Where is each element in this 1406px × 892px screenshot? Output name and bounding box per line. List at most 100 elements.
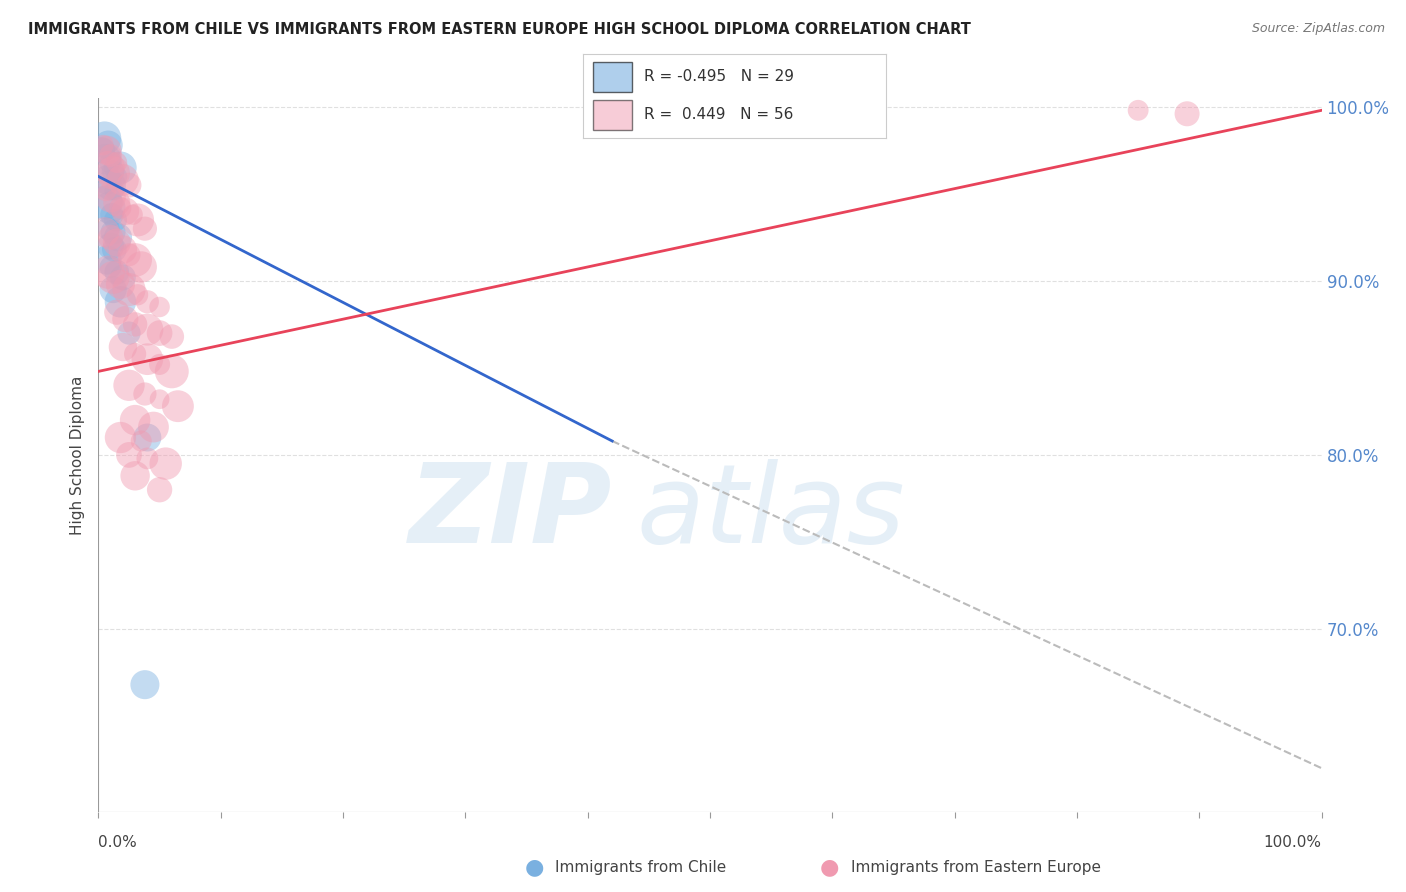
Point [134, 678, 156, 692]
Point [110, 161, 132, 175]
Point [149, 358, 172, 372]
FancyBboxPatch shape [592, 100, 631, 130]
Text: ZIP: ZIP [409, 458, 612, 566]
Text: 0.0%: 0.0% [98, 836, 138, 850]
Point [100, 239, 122, 253]
Point [124, 318, 146, 332]
Point [136, 352, 159, 367]
Point [160, 329, 183, 343]
Point [103, 243, 125, 257]
Point [94, 152, 117, 166]
Point [124, 413, 146, 427]
Point [136, 430, 159, 444]
Point [96, 173, 118, 187]
Point [149, 483, 172, 497]
Point [124, 468, 146, 483]
Point [124, 252, 146, 267]
Point [101, 166, 124, 180]
Point [149, 392, 172, 407]
Point [121, 208, 143, 222]
Point [136, 323, 159, 337]
Point [160, 364, 183, 378]
Point [118, 378, 141, 392]
Point [110, 201, 132, 215]
Point [93, 225, 115, 239]
Point [111, 270, 134, 285]
Point [110, 277, 132, 292]
Text: 100.0%: 100.0% [1264, 836, 1322, 850]
Point [100, 260, 122, 274]
Point [91, 144, 114, 158]
Point [94, 183, 117, 197]
Point [111, 243, 134, 257]
Point [103, 183, 125, 197]
Point [107, 230, 129, 244]
Point [129, 260, 152, 274]
Point [114, 312, 136, 326]
Point [101, 208, 124, 222]
Text: ●: ● [820, 857, 839, 877]
Text: Immigrants from Chile: Immigrants from Chile [555, 860, 727, 874]
Text: Source: ZipAtlas.com: Source: ZipAtlas.com [1251, 22, 1385, 36]
Point [101, 164, 124, 178]
Point [129, 434, 152, 448]
Point [91, 138, 114, 153]
Point [118, 283, 141, 297]
Point [136, 451, 159, 466]
Point [97, 138, 120, 153]
Point [1175, 107, 1198, 121]
Point [118, 178, 141, 193]
Point [118, 448, 141, 462]
Point [105, 305, 128, 319]
Point [149, 300, 172, 314]
Text: R =  0.449   N = 56: R = 0.449 N = 56 [644, 107, 793, 122]
Point [97, 161, 120, 175]
Point [105, 155, 128, 169]
Text: R = -0.495   N = 29: R = -0.495 N = 29 [644, 69, 794, 84]
Point [105, 195, 128, 210]
Point [105, 235, 128, 250]
Point [118, 248, 141, 262]
Point [100, 190, 122, 204]
Point [101, 225, 124, 239]
Point [134, 221, 156, 235]
Point [100, 155, 122, 169]
FancyBboxPatch shape [592, 62, 631, 92]
Point [98, 201, 121, 215]
Text: Immigrants from Eastern Europe: Immigrants from Eastern Europe [851, 860, 1101, 874]
Point [111, 340, 134, 354]
Point [101, 270, 124, 285]
Point [96, 252, 118, 267]
Text: ●: ● [524, 857, 544, 877]
Point [105, 265, 128, 279]
Point [118, 326, 141, 340]
Point [94, 195, 117, 210]
Text: atlas: atlas [637, 458, 905, 566]
Point [104, 213, 127, 227]
Point [127, 213, 149, 227]
Point [111, 173, 134, 187]
Point [105, 169, 128, 184]
Point [114, 204, 136, 219]
Point [100, 178, 122, 193]
Point [1128, 103, 1150, 118]
Point [100, 230, 122, 244]
Point [101, 283, 124, 297]
Point [93, 131, 115, 145]
Point [124, 347, 146, 361]
Point [136, 294, 159, 309]
Point [97, 265, 120, 279]
Point [167, 399, 190, 413]
Point [149, 326, 172, 340]
Point [110, 430, 132, 444]
Text: IMMIGRANTS FROM CHILE VS IMMIGRANTS FROM EASTERN EUROPE HIGH SCHOOL DIPLOMA CORR: IMMIGRANTS FROM CHILE VS IMMIGRANTS FROM… [28, 22, 972, 37]
Point [142, 420, 165, 434]
Point [97, 221, 120, 235]
Point [155, 457, 177, 471]
Point [96, 144, 118, 158]
Point [100, 148, 122, 162]
Y-axis label: High School Diploma: High School Diploma [70, 376, 86, 534]
Point [127, 287, 149, 301]
Point [110, 294, 132, 309]
Point [134, 387, 156, 401]
